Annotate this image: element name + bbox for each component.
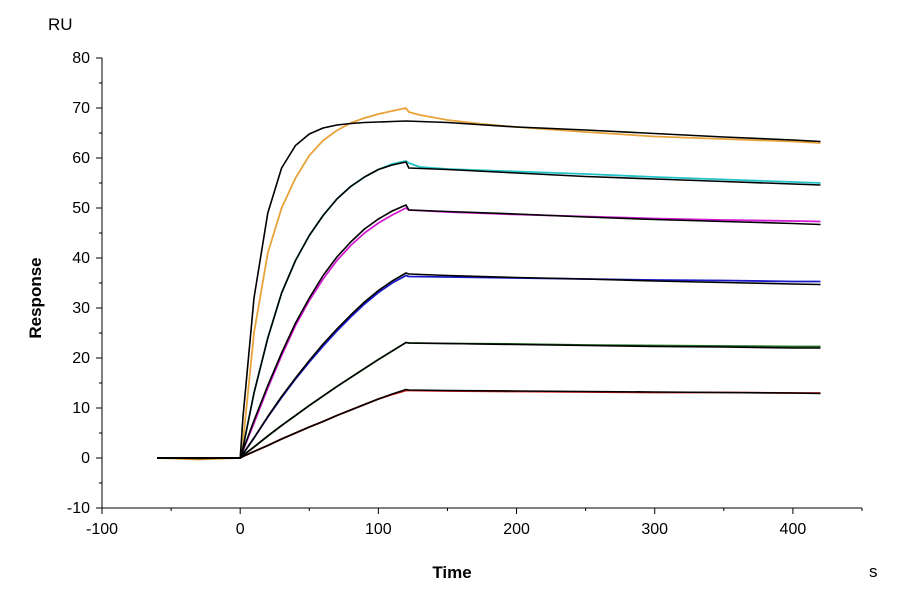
y-tick-label: 30: [72, 300, 90, 317]
y-tick-label: 10: [72, 400, 90, 417]
y-tick-label: 60: [72, 150, 90, 167]
y-tick-label: 40: [72, 250, 90, 267]
x-unit-label: s: [869, 562, 878, 581]
y-tick-label: 50: [72, 200, 90, 217]
measured-curve-4: [157, 207, 821, 459]
series-lines: [157, 107, 821, 461]
y-unit-label: RU: [48, 15, 73, 34]
fit-curve-11: [157, 388, 821, 459]
fit-curve-9: [157, 341, 821, 459]
y-tick-label: 80: [72, 50, 90, 67]
y-tick-label: 0: [81, 450, 90, 467]
fit-curve-5: [157, 204, 821, 459]
measured-curve-6: [157, 274, 821, 459]
y-tick-label: 70: [72, 100, 90, 117]
y-axis-title: Response: [26, 257, 45, 338]
x-tick-label: 300: [641, 521, 668, 538]
measured-curve-10: [157, 389, 821, 459]
measured-curve-8: [157, 341, 821, 459]
y-tick-label: -10: [67, 500, 90, 517]
y-tick-label: 20: [72, 350, 90, 367]
x-tick-label: 200: [503, 521, 530, 538]
measured-curve-0: [157, 107, 821, 461]
x-tick-label: 400: [780, 521, 807, 538]
x-tick-label: 100: [365, 521, 392, 538]
fit-curve-1: [157, 120, 821, 460]
x-tick-label: -100: [86, 521, 118, 538]
x-tick-label: 0: [236, 521, 245, 538]
fit-curve-7: [157, 272, 821, 459]
x-axis-title: Time: [432, 563, 471, 582]
fit-curve-3: [157, 161, 821, 459]
